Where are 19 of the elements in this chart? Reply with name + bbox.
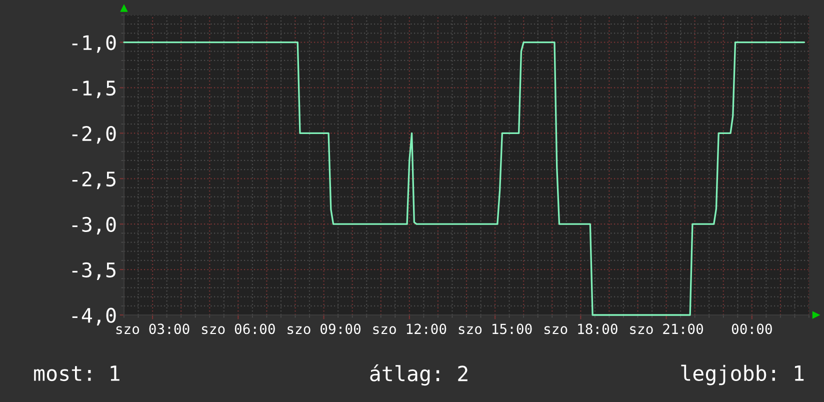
y-tick-label: -1,5 — [72, 80, 116, 98]
x-tick-label: szo 06:00 — [202, 324, 275, 334]
y-tick-label: -3,5 — [72, 262, 116, 280]
y-tick-label: -3,0 — [72, 216, 116, 235]
text: most: 1 — [34, 366, 120, 382]
y-tick-label: -1,0 — [72, 35, 116, 53]
x-tick-label: szo 09:00 — [288, 324, 361, 334]
x-tick-label: szo 15:00 — [458, 324, 532, 334]
y-tick-label: -2,5 — [72, 171, 116, 190]
x-tick-label: szo 12:00 — [373, 324, 446, 334]
x-tick-label: szo 18:00 — [544, 324, 618, 334]
y-tick-label: -2,0 — [72, 126, 116, 144]
x-tick-label: 00:00 — [732, 324, 772, 334]
text: legjobb: 1 — [681, 364, 804, 386]
line-series — [123, 41, 806, 316]
x-tick-label: szo 21:00 — [630, 324, 704, 334]
text: átlag: 2 — [370, 364, 468, 386]
x-tick-label: szo 03:00 — [116, 324, 190, 334]
y-tick-label: -4,0 — [72, 308, 116, 326]
